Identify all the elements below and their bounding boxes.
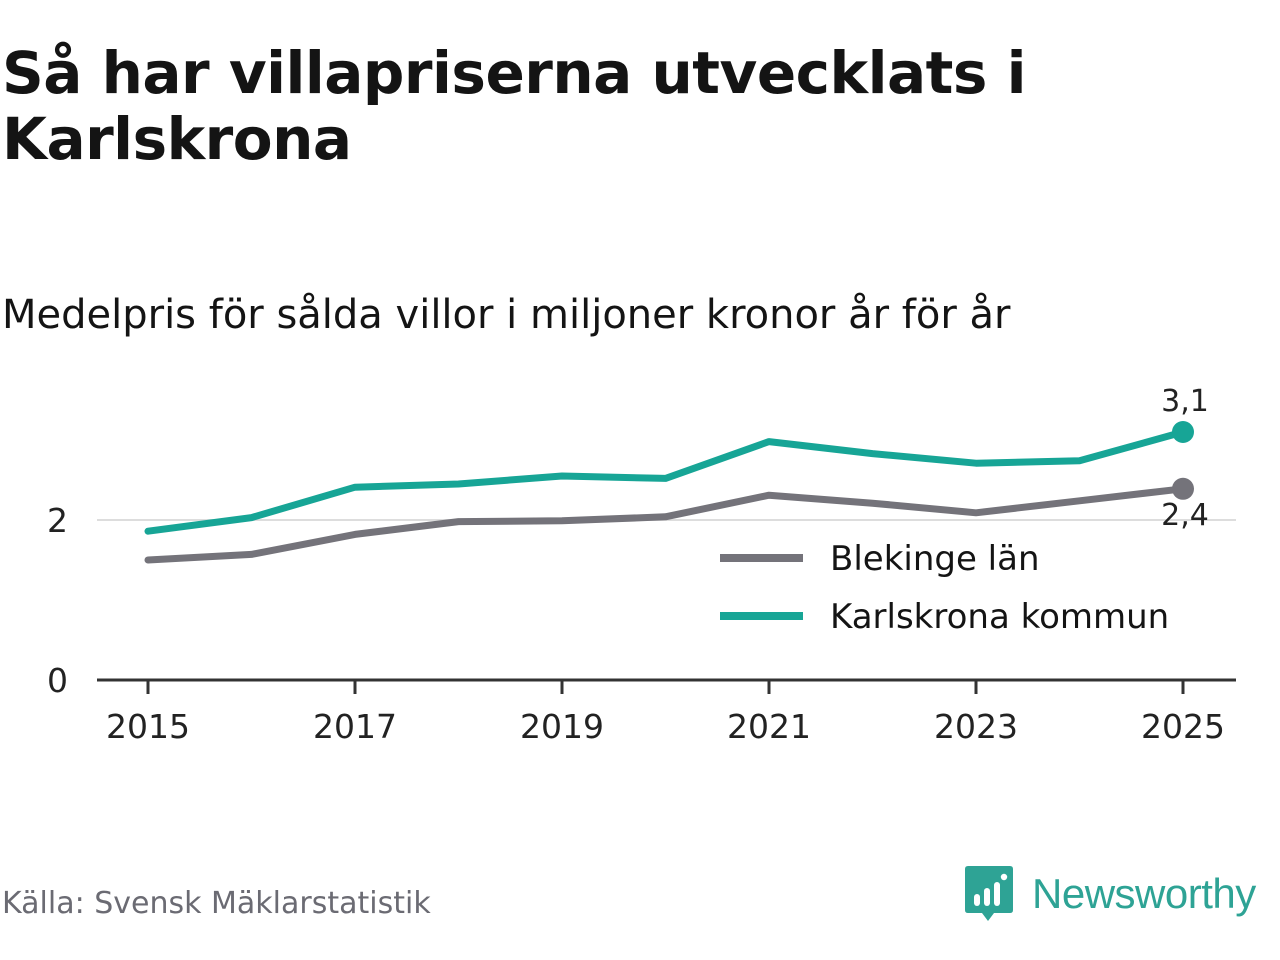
chart-subtitle: Medelpris för sålda villor i miljoner kr… <box>2 292 1011 338</box>
series-endpoint-blekinge-län <box>1172 477 1194 500</box>
legend-layer: Blekinge län Karlskrona kommun <box>720 539 1169 637</box>
line-chart: 0 2 2015 2017 2019 2021 2023 2025 2,4 3,1 Blekin… <box>47 384 1236 746</box>
chart-title: Så har villapriserna utvecklats i Karlsk… <box>2 39 1026 173</box>
brand-logo[interactable]: Newsworthy <box>964 864 1256 924</box>
x-tick-label-2015: 2015 <box>106 707 190 746</box>
data-label-karlskrona-kommun: 3,1 <box>1161 384 1209 419</box>
x-tick-label-2021: 2021 <box>727 707 811 746</box>
x-tick-label-2025: 2025 <box>1141 707 1225 746</box>
y-tick-label-2: 2 <box>47 501 68 540</box>
legend-label-karlskrona-kommun: Karlskrona kommun <box>830 597 1169 637</box>
series-layer: 2,4 3,1 <box>144 384 1209 564</box>
series-line-blekinge-län <box>144 485 1187 564</box>
series-line-karlskrona-kommun <box>144 428 1187 535</box>
legend-label-blekinge-län: Blekinge län <box>830 539 1040 579</box>
source-note: Källa: Svensk Mäklarstatistik <box>2 886 431 921</box>
x-tick-label-2019: 2019 <box>520 707 604 746</box>
data-label-blekinge-län: 2,4 <box>1161 498 1209 533</box>
brand-name: Newsworthy <box>1032 870 1256 917</box>
series-endpoint-karlskrona-kommun <box>1172 421 1194 443</box>
y-tick-label-0: 0 <box>47 661 68 700</box>
x-tick-label-2023: 2023 <box>934 707 1018 746</box>
newsworthy-logo-icon <box>965 866 1013 921</box>
x-tick-label-2017: 2017 <box>313 707 397 746</box>
axis-layer: 0 2 2015 2017 2019 2021 2023 2025 <box>47 501 1236 746</box>
